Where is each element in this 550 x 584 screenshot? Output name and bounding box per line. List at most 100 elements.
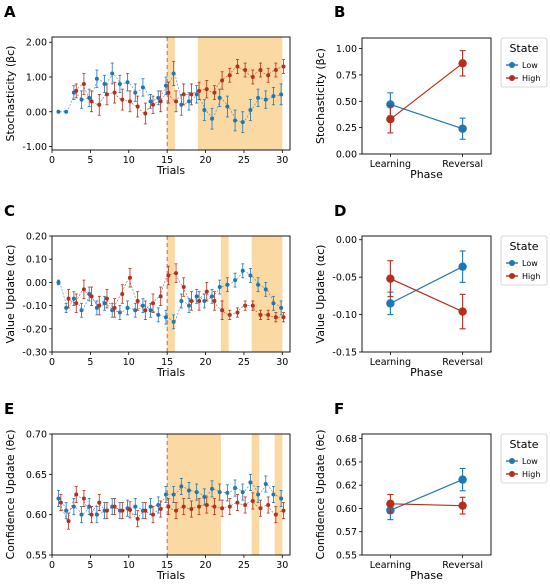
series-line xyxy=(390,103,463,130)
plot-frame xyxy=(361,433,492,556)
data-point xyxy=(117,81,122,86)
legend-item-high: High xyxy=(522,470,540,479)
y-tick-label: -0.05 xyxy=(332,273,357,284)
y-tick-label: -1.00 xyxy=(22,142,47,153)
data-point xyxy=(258,506,263,511)
legend-item-low: Low xyxy=(522,259,538,268)
plot-frame xyxy=(51,36,291,151)
series-line xyxy=(59,270,283,323)
x-axis-label: Phase xyxy=(410,168,443,181)
y-tick-label: 0.60 xyxy=(26,510,47,521)
shaded-region xyxy=(220,236,229,352)
data-point xyxy=(225,104,230,109)
y-tick-label: 0.55 xyxy=(26,551,47,562)
legend-item-low: Low xyxy=(522,457,538,466)
data-point xyxy=(151,512,156,517)
data-point xyxy=(64,508,69,513)
data-point xyxy=(243,502,248,507)
data-point xyxy=(386,100,395,109)
data-point xyxy=(97,102,102,107)
y-tick-label: 1.00 xyxy=(26,72,47,83)
data-point xyxy=(189,92,194,97)
plot-area xyxy=(362,38,491,154)
y-tick-label: -0.10 xyxy=(332,310,357,321)
data-point xyxy=(81,81,86,86)
data-point xyxy=(102,81,107,86)
data-point xyxy=(148,99,153,104)
y-tick-label: -0.20 xyxy=(22,324,47,335)
data-point xyxy=(56,280,61,285)
data-point xyxy=(71,504,76,509)
x-axis-label: Trials xyxy=(156,164,185,177)
data-point xyxy=(79,97,84,102)
data-point xyxy=(133,308,138,313)
data-point xyxy=(386,115,395,124)
data-point xyxy=(66,519,71,524)
x-tick-label: 20 xyxy=(200,357,212,368)
data-point xyxy=(258,68,263,73)
data-point xyxy=(133,90,138,95)
data-point xyxy=(120,292,125,296)
y-tick-label: 0.62 xyxy=(336,481,357,492)
y-tick-label: 0.70 xyxy=(26,430,47,441)
data-point xyxy=(210,116,215,121)
data-point xyxy=(58,500,63,505)
series-low xyxy=(56,60,284,134)
data-point xyxy=(266,73,271,78)
data-point xyxy=(281,508,286,513)
data-point xyxy=(148,504,153,509)
data-point xyxy=(263,482,268,487)
data-point xyxy=(458,501,467,510)
y-tick-label: 0.65 xyxy=(26,470,47,481)
data-point xyxy=(94,76,99,81)
data-point xyxy=(179,102,184,107)
data-point xyxy=(202,494,207,499)
x-tick-label: 15 xyxy=(161,560,173,571)
shaded-region xyxy=(251,236,283,352)
data-point xyxy=(56,496,61,501)
data-point xyxy=(386,274,395,283)
data-point xyxy=(135,104,140,109)
data-point xyxy=(112,504,117,509)
data-point xyxy=(210,486,215,491)
x-tick-label: 25 xyxy=(238,560,250,571)
data-point xyxy=(263,287,268,292)
y-tick-label: 0.68 xyxy=(336,434,357,445)
y-tick-label: 0.65 xyxy=(336,457,357,468)
shaded-region xyxy=(274,434,283,555)
data-point xyxy=(281,315,286,320)
data-point xyxy=(235,310,240,315)
data-point xyxy=(104,508,109,513)
y-axis-label: Confidence Update (θc) xyxy=(314,429,327,559)
y-tick-label: -0.30 xyxy=(22,348,47,359)
shaded-region xyxy=(167,236,175,352)
data-point xyxy=(71,296,76,301)
series-low xyxy=(386,92,467,140)
data-point xyxy=(210,294,215,299)
legend-marker xyxy=(509,260,515,266)
data-point xyxy=(102,301,107,306)
data-point xyxy=(202,298,207,303)
data-point xyxy=(217,95,222,100)
data-point xyxy=(212,90,217,95)
data-point xyxy=(89,99,94,104)
x-axis-label: Trials xyxy=(156,366,185,379)
data-point xyxy=(179,298,184,303)
x-tick-label: 5 xyxy=(87,357,93,368)
legend-item-low: Low xyxy=(522,61,538,70)
shaded-region xyxy=(167,37,175,150)
data-point xyxy=(273,315,278,320)
y-tick-label: 0.75 xyxy=(336,70,357,81)
data-point xyxy=(212,298,217,303)
series-high xyxy=(74,59,286,125)
data-point xyxy=(248,273,253,278)
y-tick-label: 0.00 xyxy=(26,107,47,118)
x-tick-label: Learning xyxy=(370,159,411,170)
series-high xyxy=(386,493,467,515)
series-line xyxy=(390,62,463,120)
y-tick-label: 0.50 xyxy=(336,97,357,108)
data-point xyxy=(74,301,79,306)
panel-label-d: D xyxy=(334,202,346,220)
legend-title: State xyxy=(509,438,538,451)
series-low xyxy=(386,250,467,316)
